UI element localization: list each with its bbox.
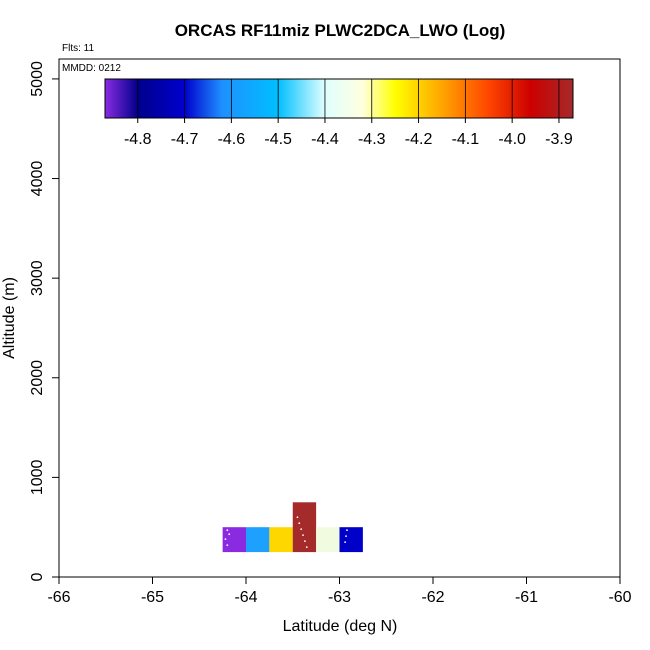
data-cell xyxy=(246,527,270,553)
colorbar-tick-label: -4.3 xyxy=(358,131,386,148)
colorbar-tick-label: -4.1 xyxy=(452,131,480,148)
data-cell xyxy=(339,527,363,553)
chart-title: ORCAS RF11miz PLWC2DCA_LWO (Log) xyxy=(175,21,506,40)
x-axis: -66 -65 -64 -63 -62 -61 -60 xyxy=(47,577,632,606)
x-tick-label: -60 xyxy=(608,589,631,606)
x-axis-label: Latitude (deg N) xyxy=(283,618,398,635)
y-axis-label: Altitude (m) xyxy=(1,277,18,359)
colorbar: -4.8 -4.7 -4.6 -4.5 -4.4 -4.3 -4.2 -4.1 -4.0 -3.9 xyxy=(104,78,574,148)
flight-track-point xyxy=(305,546,308,549)
y-tick-label: 3000 xyxy=(29,260,46,296)
colorbar-tick-label: -4.6 xyxy=(218,131,246,148)
y-tick-label: 4000 xyxy=(29,161,46,197)
colorbar-gradient xyxy=(104,78,574,119)
x-tick-label: -62 xyxy=(421,589,444,606)
x-tick-label: -61 xyxy=(515,589,538,606)
colorbar-tick-label: -3.9 xyxy=(545,131,573,148)
x-tick-label: -66 xyxy=(47,589,70,606)
flight-track-point xyxy=(300,528,303,531)
colorbar-tick-label: -4.7 xyxy=(171,131,199,148)
data-cell xyxy=(316,527,340,553)
colorbar-tick-label: -4.5 xyxy=(264,131,292,148)
colorbar-tick-label: -4.8 xyxy=(124,131,152,148)
flight-track-point xyxy=(224,538,227,541)
flight-track-point xyxy=(228,533,231,536)
data-cell xyxy=(292,502,317,553)
x-tick-label: -63 xyxy=(328,589,351,606)
flight-track xyxy=(224,516,348,549)
mmdd-label: MMDD: 0212 xyxy=(62,63,121,74)
flight-track-point xyxy=(296,516,299,519)
y-tick-label: 2000 xyxy=(29,360,46,396)
flight-track-point xyxy=(344,541,347,544)
flight-track-point xyxy=(345,535,347,538)
y-tick-label: 5000 xyxy=(29,61,46,97)
flight-track-point xyxy=(304,540,306,543)
x-tick-label: -65 xyxy=(141,589,164,606)
y-axis: 0 1000 2000 3000 4000 5000 xyxy=(29,61,59,581)
data-cell xyxy=(269,527,293,553)
colorbar-tick-label: -4.4 xyxy=(311,131,339,148)
data-cells xyxy=(222,502,363,553)
x-tick-label: -64 xyxy=(234,589,257,606)
flight-track-point xyxy=(226,529,229,532)
y-tick-label: 0 xyxy=(29,572,46,581)
flights-label: Flts: 11 xyxy=(62,43,94,54)
flight-track-point xyxy=(346,529,348,532)
colorbar-tick-label: -4.2 xyxy=(405,131,433,148)
y-tick-label: 1000 xyxy=(29,459,46,495)
colorbar-tick-label: -4.0 xyxy=(498,131,526,148)
flight-track-point xyxy=(226,544,229,547)
flight-track-point xyxy=(302,534,304,537)
flight-track-point xyxy=(298,522,301,525)
data-cell xyxy=(222,527,246,553)
